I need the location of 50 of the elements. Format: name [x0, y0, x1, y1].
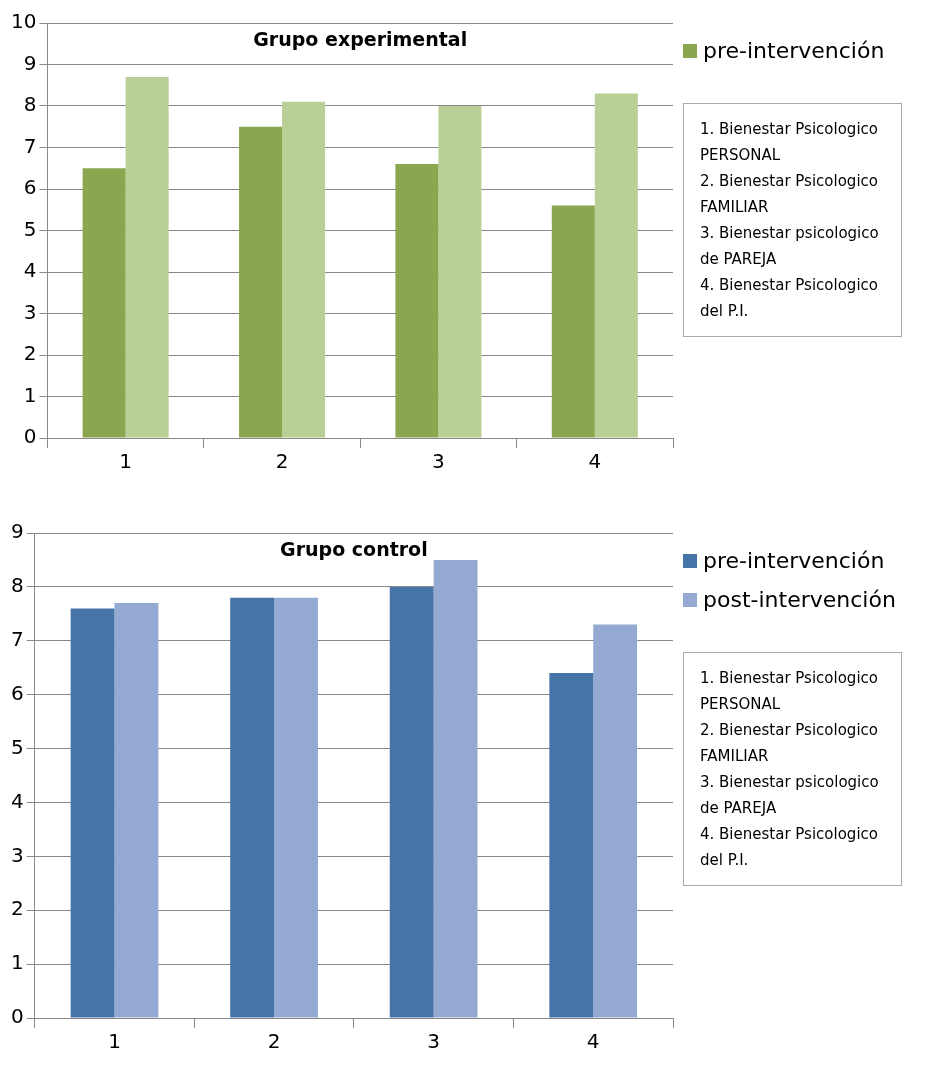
text: 4. Bienestar Psicologico del P.I. — [700, 824, 879, 871]
y-tick-label: 7 — [10, 626, 24, 651]
y-tick-label: 0 — [23, 424, 37, 449]
bar — [395, 164, 439, 438]
legend-label: pre-intervención — [703, 38, 885, 63]
legend-label: pre-intervención — [703, 548, 885, 573]
text: 2. Bienestar Psicologico FAMILIAR — [700, 171, 879, 218]
y-tick-label: 6 — [23, 175, 37, 200]
y-tick-label: 5 — [10, 734, 24, 759]
y-tick-label: 4 — [23, 258, 37, 283]
text: 3. Bienestar psicologico de PAREJA — [700, 223, 880, 270]
chart-title: Grupo experimental — [253, 27, 468, 50]
text: 3. Bienestar psicologico de PAREJA — [700, 772, 880, 819]
x-tick-label: 4 — [586, 1029, 600, 1054]
bar — [438, 106, 482, 438]
y-tick-label: 9 — [10, 519, 24, 544]
x-tick-label: 1 — [119, 449, 133, 474]
y-tick-label: 9 — [23, 50, 37, 75]
bar — [551, 205, 595, 438]
text: 1. Bienestar Psicologico PERSONAL — [700, 668, 879, 715]
bar — [594, 93, 638, 438]
y-tick-label: 5 — [23, 216, 37, 241]
y-tick-label: 8 — [23, 92, 37, 117]
bar — [82, 168, 126, 438]
x-tick-label: 3 — [427, 1029, 441, 1054]
x-tick-label: 3 — [432, 449, 445, 474]
text: 2. Bienestar Psicologico FAMILIAR — [700, 720, 879, 767]
text: 1. Bienestar Psicologico PERSONAL — [700, 119, 879, 166]
bar — [125, 76, 169, 438]
y-tick-label: 10 — [11, 9, 37, 34]
x-tick-label: 2 — [275, 449, 289, 474]
y-tick-label: 2 — [23, 341, 37, 366]
y-tick-label: 4 — [10, 788, 24, 813]
bar — [239, 126, 283, 438]
bar — [282, 101, 326, 438]
legend-label: post-intervención — [703, 587, 896, 612]
y-tick-label: 2 — [10, 896, 24, 921]
y-tick-label: 8 — [10, 573, 24, 598]
x-tick-label: 4 — [588, 449, 602, 474]
x-tick-label: 1 — [108, 1029, 121, 1054]
y-tick-label: 1 — [23, 382, 37, 407]
y-tick-label: 1 — [10, 950, 24, 975]
y-tick-label: 7 — [23, 133, 37, 158]
y-tick-label: 3 — [23, 299, 37, 324]
y-tick-label: 6 — [10, 680, 24, 705]
x-tick-label: 2 — [267, 1029, 281, 1054]
y-tick-label: 3 — [10, 842, 24, 867]
text: 4. Bienestar Psicologico del P.I. — [700, 275, 879, 322]
y-tick-label: 0 — [10, 1004, 24, 1029]
chart-title: Grupo control — [280, 537, 428, 560]
